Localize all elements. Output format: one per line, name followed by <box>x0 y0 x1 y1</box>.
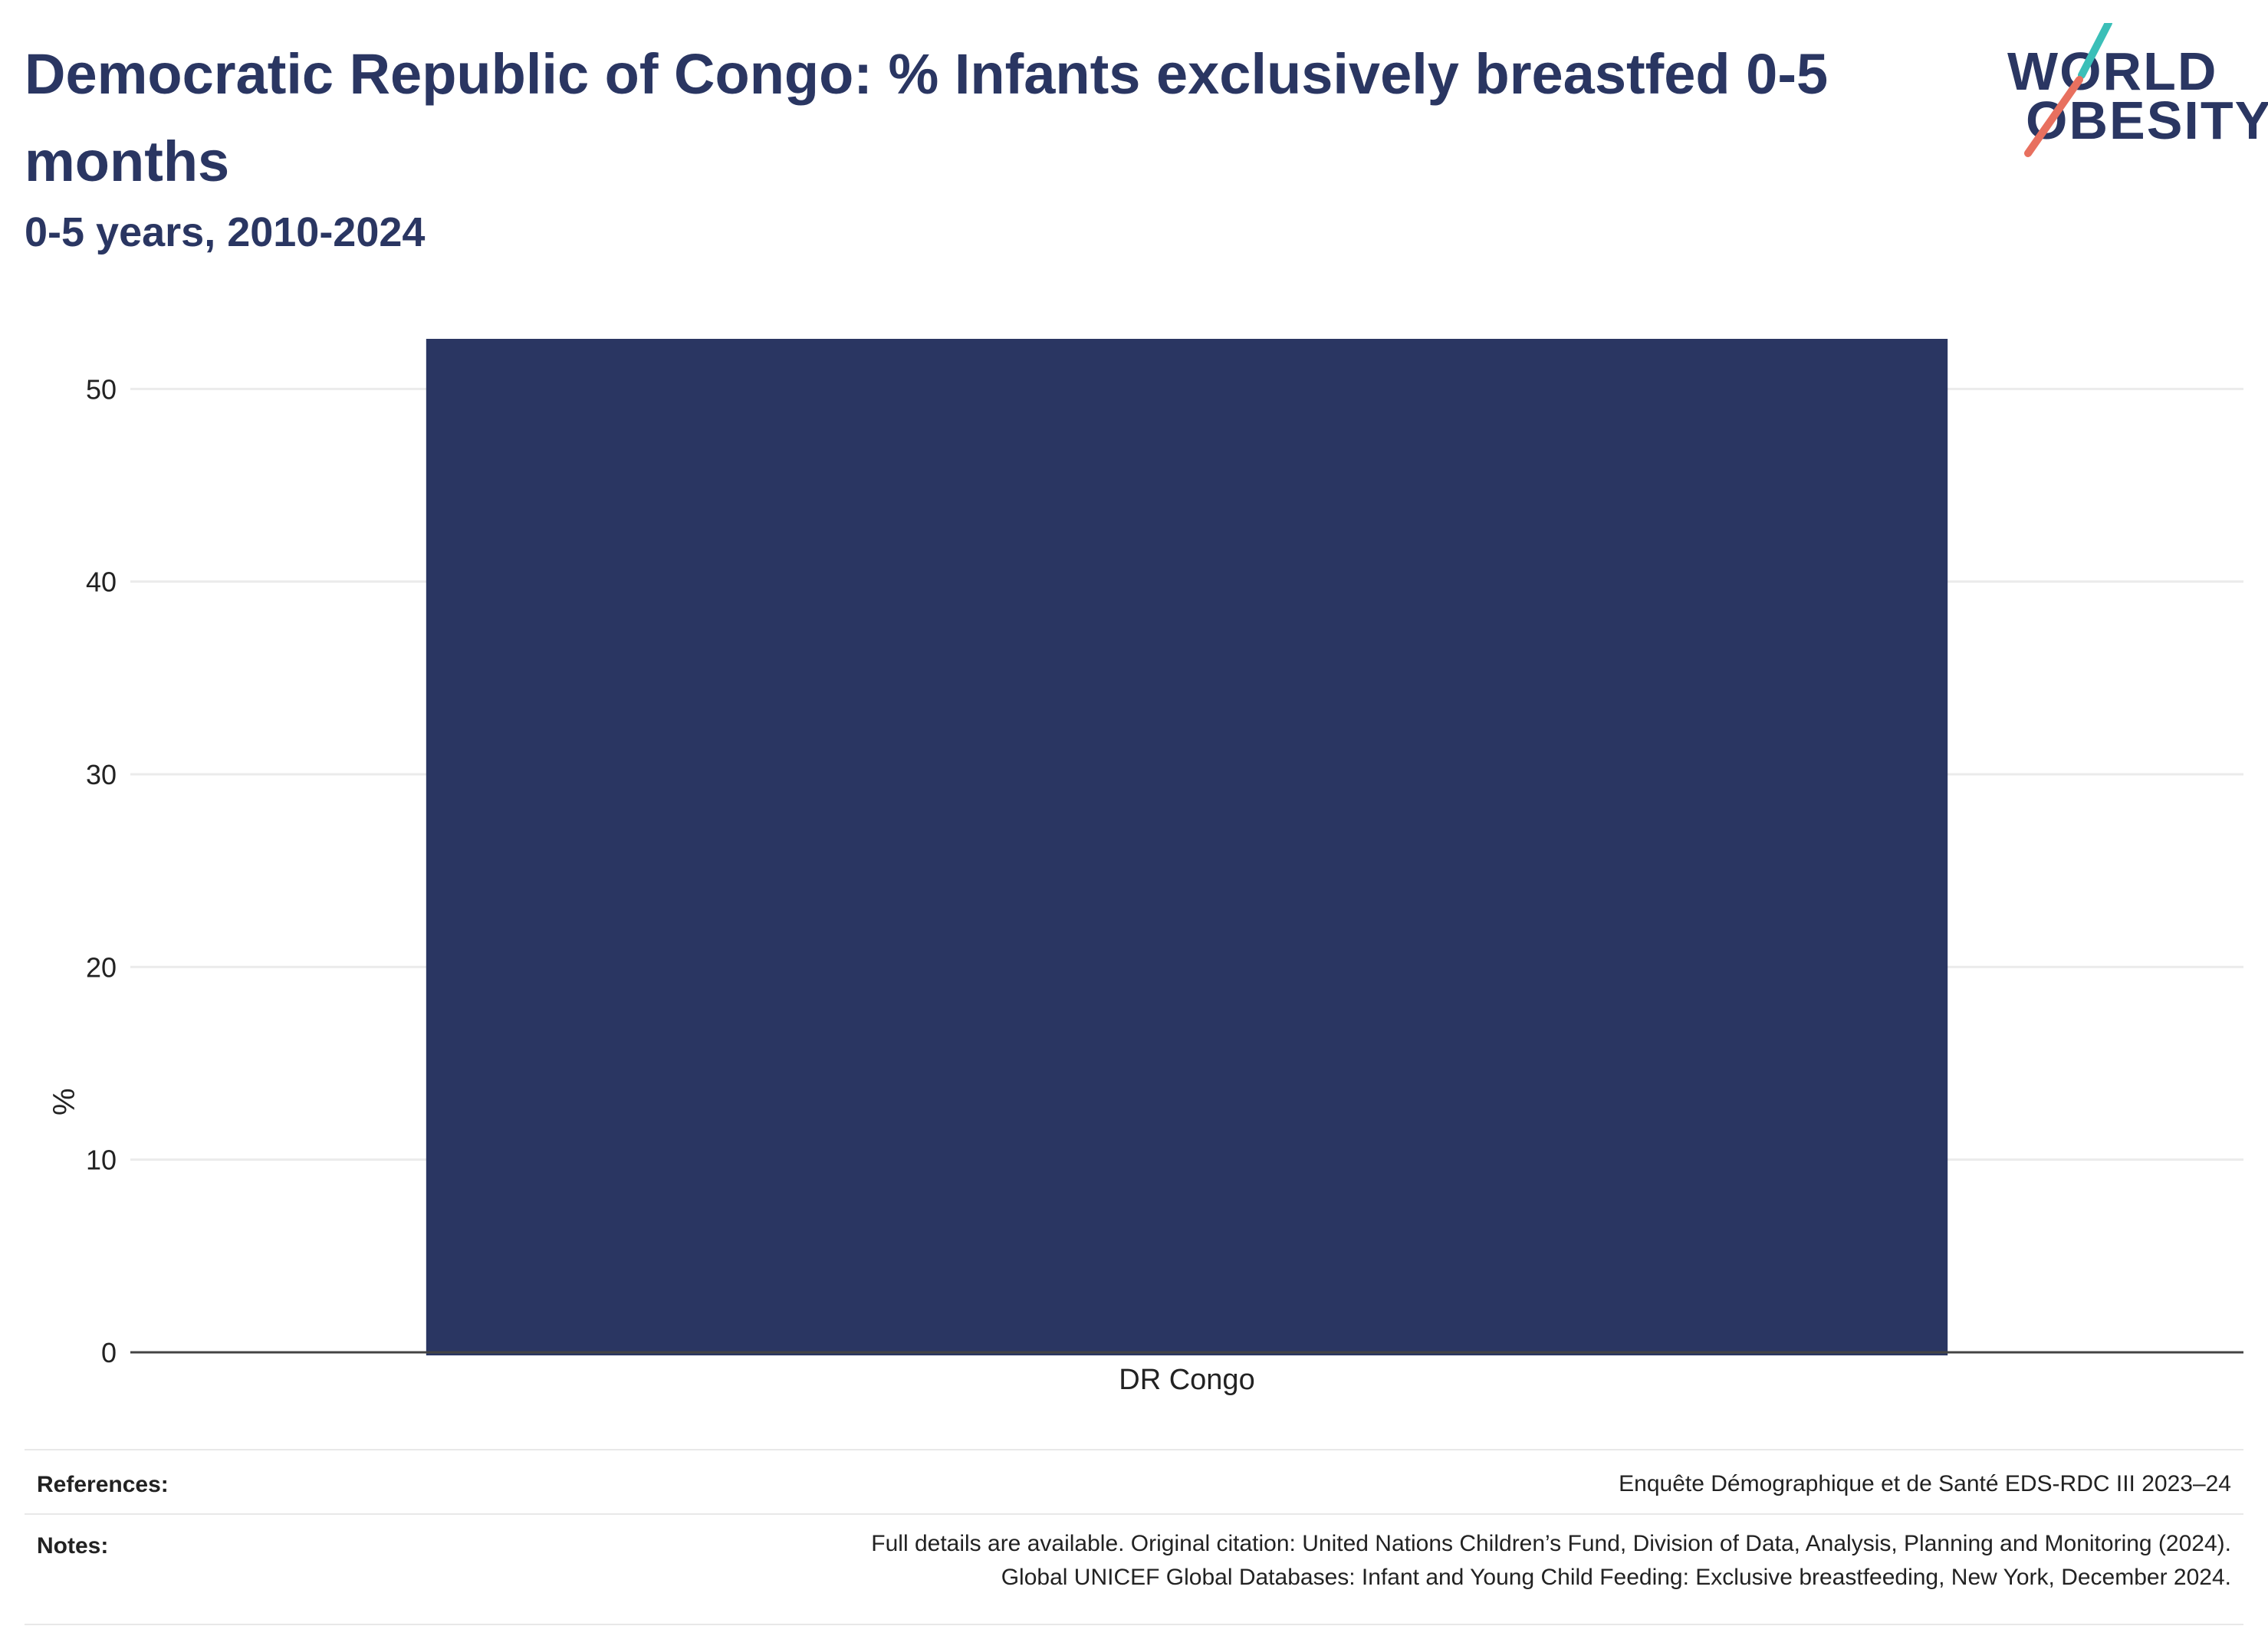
notes-text: Full details are available. Original cit… <box>871 1527 2231 1595</box>
y-tick-label: 30 <box>86 759 117 790</box>
y-tick-label: 10 <box>86 1145 117 1176</box>
y-tick-label: 0 <box>101 1337 117 1368</box>
y-tick-label: 40 <box>86 567 117 598</box>
y-tick-label: 20 <box>86 951 117 983</box>
world-obesity-logo: WORLD OBESITY <box>1994 23 2268 161</box>
references-label: References: <box>37 1472 169 1497</box>
bar <box>426 339 1948 1355</box>
notes-line-2: Global UNICEF Global Databases: Infant a… <box>1001 1565 2231 1590</box>
chart-title: Democratic Republic of Congo: % Infants … <box>25 42 1829 193</box>
logo-word-world: WORLD <box>2007 41 2218 101</box>
y-axis-label: % <box>48 1088 81 1115</box>
notes-row: Notes: Full details are available. Origi… <box>25 1513 2243 1625</box>
x-tick-label: DR Congo <box>1119 1364 1254 1396</box>
chart-svg: 0 10 20 30 40 50 DR Congo <box>86 339 2243 1396</box>
chart-subtitle: 0-5 years, 2010-2024 <box>25 209 426 255</box>
logo-slash-icon <box>2024 23 2112 157</box>
references-row: References: Enquête Démographique et de … <box>25 1449 2243 1515</box>
y-tick-label: 50 <box>86 373 117 405</box>
references-text: Enquête Démographique et de Santé EDS-RD… <box>1619 1471 2231 1496</box>
bar-chart: 0 10 20 30 40 50 DR Congo % <box>0 291 2268 1426</box>
notes-line-1: Full details are available. Original cit… <box>871 1531 2231 1556</box>
notes-label: Notes: <box>37 1533 109 1559</box>
